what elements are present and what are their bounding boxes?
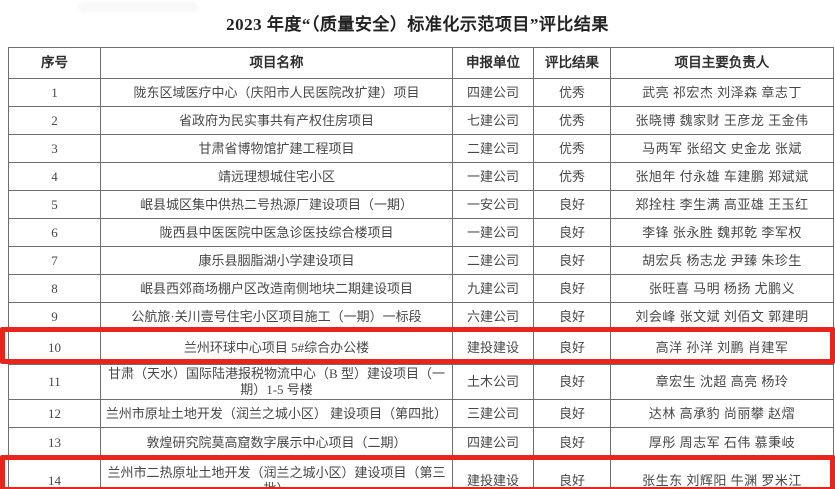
row-number-cell: 1 (8, 78, 101, 107)
unit-cell: 二建公司 (452, 246, 534, 275)
unit-cell: 三建公司 (452, 399, 534, 428)
unit-cell: 七建公司 (452, 106, 534, 135)
project-name-cell: 甘肃（天水）国际陆港报税物流中心（B 型）建设项目（一期）1-5 号楼 (100, 364, 453, 400)
table-row: 11 甘肃（天水）国际陆港报税物流中心（B 型）建设项目（一期）1-5 号楼 土木公… (8, 364, 834, 400)
leaders-cell: 张旺喜 马明 杨扬 尤鹏义 (610, 274, 834, 303)
project-name-cell: 公航旅·关川壹号住宅小区项目施工（一期）一标段 (100, 302, 453, 331)
unit-cell: 四建公司 (452, 78, 534, 107)
project-name-cell: 岷县西郊商场棚户区改造南侧地块二期建设项目 (100, 274, 453, 303)
unit-cell: 六建公司 (452, 302, 534, 331)
result-cell: 良好 (533, 458, 611, 489)
leaders-cell: 达林 高承豹 尚丽攀 赵熠 (610, 399, 834, 428)
result-cell: 优秀 (533, 162, 611, 191)
col-header-unit: 申报单位 (452, 47, 534, 79)
table-row: 13 敦煌研究院莫高窟数字展示中心项目（二期） 四建公司 良好 厚彤 周志军 石伟 慕秉… (8, 427, 834, 459)
unit-cell: 建投建设 (452, 330, 534, 365)
row-number-cell: 7 (8, 246, 101, 275)
result-cell: 优秀 (533, 134, 611, 163)
col-header-result: 评比结果 (533, 47, 611, 79)
table-row: 2 省政府为民实事共有产权住房项目 七建公司 优秀 张晓博 魏家财 王彦龙 王金伟 (8, 106, 834, 135)
result-cell: 良好 (533, 218, 611, 247)
leaders-cell: 郑拴柱 李生满 高亚雄 王玉红 (610, 190, 834, 219)
result-cell: 良好 (533, 274, 611, 303)
col-header-project: 项目名称 (100, 47, 453, 79)
project-name-cell: 康乐县胭脂湖小学建设项目 (100, 246, 453, 275)
result-cell: 优秀 (533, 78, 611, 107)
unit-cell: 四建公司 (452, 427, 534, 459)
leaders-cell: 高洋 孙洋 刘鹏 肖建军 (610, 330, 834, 365)
unit-cell: 建投建设 (452, 458, 534, 489)
unit-cell: 九建公司 (452, 274, 534, 303)
project-name-cell: 省政府为民实事共有产权住房项目 (100, 106, 453, 135)
results-table: 序号 项目名称 申报单位 评比结果 项目主要负责人 1 陇东区域医疗中心（庆阳市人… (8, 47, 834, 489)
leaders-cell: 章宏生 沈超 高亮 杨玲 (610, 364, 834, 400)
result-cell: 良好 (533, 427, 611, 459)
result-cell: 良好 (533, 364, 611, 400)
row-number-cell: 6 (8, 218, 101, 247)
project-name-cell: 陇西县中医医院中医急诊医技综合楼项目 (100, 218, 453, 247)
table-row: 7 康乐县胭脂湖小学建设项目 二建公司 良好 胡宏兵 杨志龙 尹臻 朱珍生 (8, 246, 834, 275)
project-name-cell: 岷县城区集中供热二号热源厂建设项目（一期） (100, 190, 453, 219)
project-name-cell: 兰州市原址土地开发（润兰之城小区） 建设项目（第四批） (100, 399, 453, 428)
unit-cell: 二建公司 (452, 134, 534, 163)
leaders-cell: 李锋 张永胜 魏邦乾 李军权 (610, 218, 834, 247)
project-name-cell: 陇东区域医疗中心（庆阳市人民医院改扩建）项目 (100, 78, 453, 107)
leaders-cell: 马两军 张绍文 史金龙 张斌 (610, 134, 834, 163)
result-cell: 良好 (533, 330, 611, 365)
result-cell: 良好 (533, 246, 611, 275)
col-header-number: 序号 (8, 47, 101, 79)
row-number-cell: 4 (8, 162, 101, 191)
project-name-cell: 甘肃省博物馆扩建工程项目 (100, 134, 453, 163)
result-cell: 良好 (533, 399, 611, 428)
leaders-cell: 张生东 刘辉阳 牛渊 罗米江 (610, 458, 834, 489)
unit-cell: 土木公司 (452, 364, 534, 400)
project-name-cell: 敦煌研究院莫高窟数字展示中心项目（二期） (100, 427, 453, 459)
table-row: 14 兰州市二热原址土地开发（润兰之城小区）建设项目（第三批） 建投建设 良好 张生东 … (8, 458, 834, 489)
table-row: 8 岷县西郊商场棚户区改造南侧地块二期建设项目 九建公司 良好 张旺喜 马明 杨扬 尤鹏… (8, 274, 834, 303)
project-name-cell: 兰州环球中心项目 5#综合办公楼 (100, 330, 453, 365)
unit-cell: 一建公司 (452, 218, 534, 247)
table-row: 9 公航旅·关川壹号住宅小区项目施工（一期）一标段 六建公司 良好 刘会峰 张文斌 刘佰… (8, 302, 834, 331)
page-title: 2023 年度“（质量安全）标准化示范项目”评比结果 (226, 15, 609, 34)
leaders-cell: 刘会峰 张文斌 刘佰文 郭建明 (610, 302, 834, 331)
leaders-cell: 张旭年 付永雄 车建鹏 郑斌斌 (610, 162, 834, 191)
row-number-cell: 12 (8, 399, 101, 428)
project-name-cell: 兰州市二热原址土地开发（润兰之城小区）建设项目（第三批） (100, 458, 453, 489)
result-cell: 良好 (533, 302, 611, 331)
row-number-cell: 3 (8, 134, 101, 163)
table-row: 1 陇东区域医疗中心（庆阳市人民医院改扩建）项目 四建公司 优秀 武亮 祁宏杰 刘泽森 … (8, 78, 834, 107)
row-number-cell: 11 (8, 364, 101, 400)
row-number-cell: 2 (8, 106, 101, 135)
leaders-cell: 胡宏兵 杨志龙 尹臻 朱珍生 (610, 246, 834, 275)
table-row: 12 兰州市原址土地开发（润兰之城小区） 建设项目（第四批） 三建公司 良好 达林 高承… (8, 399, 834, 428)
result-cell: 优秀 (533, 106, 611, 135)
row-number-cell: 14 (8, 458, 101, 489)
unit-cell: 一建公司 (452, 162, 534, 191)
col-header-leaders: 项目主要负责人 (610, 47, 834, 79)
table-row: 10 兰州环球中心项目 5#综合办公楼 建投建设 良好 高洋 孙洋 刘鹏 肖建军 (8, 330, 834, 365)
unit-cell: 一安公司 (452, 190, 534, 219)
row-number-cell: 8 (8, 274, 101, 303)
table-row: 5 岷县城区集中供热二号热源厂建设项目（一期） 一安公司 良好 郑拴柱 李生满 高亚雄 … (8, 190, 834, 219)
row-number-cell: 9 (8, 302, 101, 331)
row-number-cell: 10 (8, 330, 101, 365)
project-name-cell: 靖远理想城住宅小区 (100, 162, 453, 191)
table-row: 4 靖远理想城住宅小区 一建公司 优秀 张旭年 付永雄 车建鹏 郑斌斌 (8, 162, 834, 191)
result-cell: 良好 (533, 190, 611, 219)
table-row: 3 甘肃省博物馆扩建工程项目 二建公司 优秀 马两军 张绍文 史金龙 张斌 (8, 134, 834, 163)
table-header-row: 序号 项目名称 申报单位 评比结果 项目主要负责人 (8, 47, 834, 79)
leaders-cell: 厚彤 周志军 石伟 慕秉岐 (610, 427, 834, 459)
faint-stamp (78, 2, 198, 12)
leaders-cell: 张晓博 魏家财 王彦龙 王金伟 (610, 106, 834, 135)
leaders-cell: 武亮 祁宏杰 刘泽森 章志丁 (610, 78, 834, 107)
row-number-cell: 5 (8, 190, 101, 219)
row-number-cell: 13 (8, 427, 101, 459)
table-row: 6 陇西县中医医院中医急诊医技综合楼项目 一建公司 良好 李锋 张永胜 魏邦乾 李军权 (8, 218, 834, 247)
